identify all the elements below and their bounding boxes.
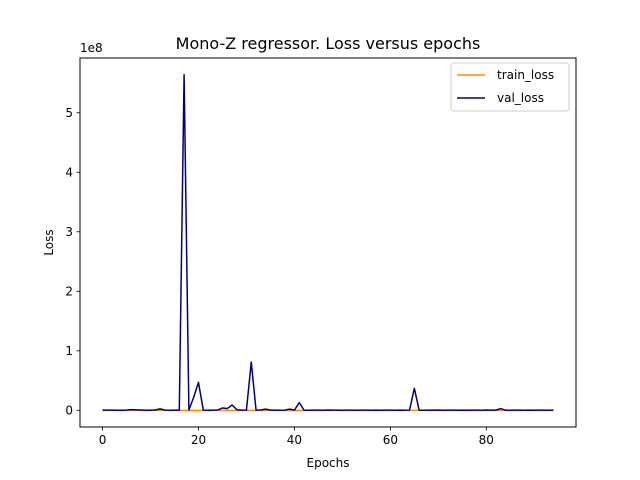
legend-label-train-loss: train_loss	[497, 68, 554, 82]
y-axis-offset-label: 1e8	[80, 41, 103, 55]
x-axis-label: Epochs	[307, 456, 350, 470]
x-tick-label: 80	[479, 433, 494, 447]
y-axis-label: Loss	[42, 229, 56, 255]
x-tick-label: 60	[383, 433, 398, 447]
y-tick-label: 2	[65, 284, 73, 298]
x-tick-label: 0	[99, 433, 107, 447]
y-tick-label: 3	[65, 225, 73, 239]
series-line-val-loss	[102, 73, 554, 412]
y-tick-label: 0	[65, 403, 73, 417]
y-tick-label: 1	[65, 344, 73, 358]
x-tick-label: 40	[287, 433, 302, 447]
plot-area	[102, 73, 554, 412]
y-tick-label: 4	[65, 165, 73, 179]
legend-label-val-loss: val_loss	[497, 91, 544, 105]
series-layer	[102, 73, 554, 412]
legend: train_loss val_loss	[450, 62, 570, 112]
x-tick-label: 20	[191, 433, 206, 447]
y-tick-label: 5	[65, 106, 73, 120]
axis-ticks: 0 20 40 60 80 0 1 2 3 4 5	[65, 106, 494, 447]
plot-frame	[79, 57, 577, 428]
chart-title: Mono-Z regressor. Loss versus epochs	[176, 34, 481, 53]
